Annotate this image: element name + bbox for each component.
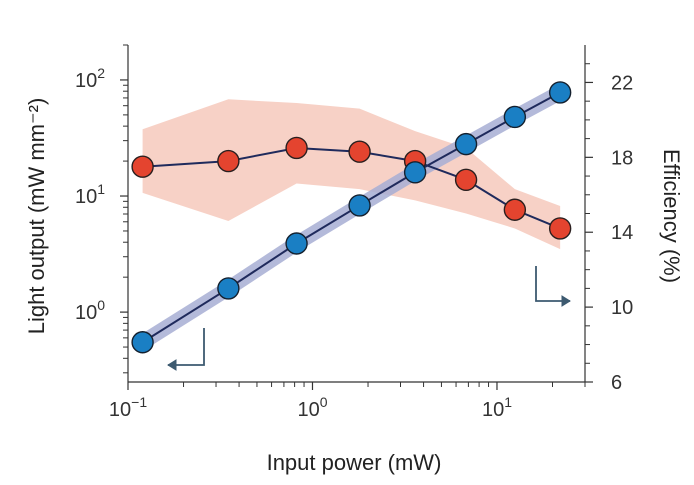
efficiency-point-3 — [348, 140, 371, 163]
axis-ticks: 10−1 100 101 100 101 102 6 10 14 18 22 — [75, 44, 633, 421]
x-tick-label-0: 10−1 — [109, 394, 147, 421]
y-left-axis-title: Light output (mW mm⁻²) — [24, 98, 49, 335]
y-right-tick-label-4: 22 — [611, 72, 633, 94]
y-right-axis-title: Efficiency (%) — [659, 149, 684, 283]
efficiency-point-2 — [285, 136, 308, 160]
x-tick-label-1: 100 — [297, 394, 327, 421]
efficiency-point-7 — [548, 217, 572, 240]
y-right-tick-label-2: 14 — [611, 222, 633, 244]
uncertainty-bands — [135, 84, 568, 350]
right-axis-arrow-head — [561, 295, 571, 307]
left-axis-arrow-head — [167, 359, 177, 371]
right-axis-arrow-line — [535, 266, 570, 302]
efficiency-point-0 — [131, 155, 154, 178]
y-right-tick-label-3: 18 — [611, 147, 633, 169]
light-output-point-6 — [503, 105, 527, 129]
light-output-point-7 — [548, 81, 572, 104]
y-right-tick-label-0: 6 — [611, 372, 622, 394]
x-axis-title: Input power (mW) — [267, 450, 442, 475]
light-output-point-3 — [348, 194, 371, 217]
efficiency-band — [142, 99, 561, 250]
y-right-tick-label-1: 10 — [611, 297, 633, 319]
left-axis-arrow-line — [168, 328, 205, 366]
light-output-point-2 — [285, 232, 308, 255]
y-left-tick-label-1: 101 — [75, 181, 105, 208]
y-left-tick-label-0: 100 — [75, 297, 105, 324]
light-output-point-5 — [454, 132, 478, 156]
series-markers — [131, 81, 572, 354]
efficiency-point-1 — [217, 149, 240, 173]
y-left-tick-label-2: 102 — [75, 65, 105, 92]
efficiency-point-6 — [503, 198, 527, 221]
light-output-point-1 — [217, 277, 240, 300]
x-tick-label-2: 101 — [482, 394, 512, 421]
axis-indicator-arrows — [167, 266, 571, 371]
efficiency-point-5 — [454, 168, 478, 192]
light-output-point-0 — [131, 331, 154, 354]
light-output-point-4 — [403, 161, 427, 184]
